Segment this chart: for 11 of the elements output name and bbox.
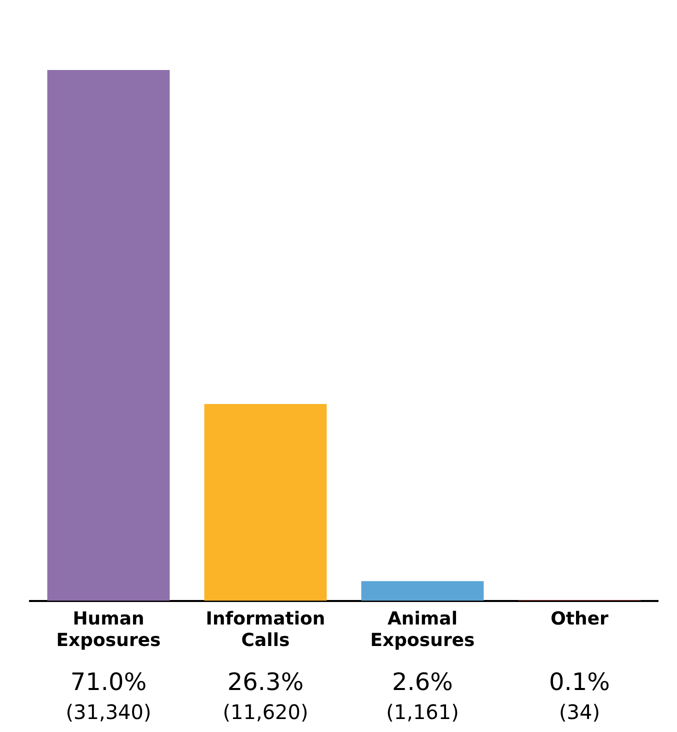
bar	[361, 581, 484, 601]
data-label: 26.3% (11,620)	[222, 668, 308, 724]
x-tick-label: Animal Exposures	[370, 608, 475, 651]
data-label: 0.1% (34)	[549, 668, 610, 724]
bar	[204, 404, 327, 601]
bar	[47, 70, 170, 601]
x-tick-label: Other	[550, 608, 609, 630]
x-tick-label: Human Exposures	[56, 608, 161, 651]
data-label: 71.0% (31,340)	[66, 668, 152, 724]
data-label: 2.6% (1,161)	[386, 668, 459, 724]
x-tick-label: Information Calls	[206, 608, 326, 651]
